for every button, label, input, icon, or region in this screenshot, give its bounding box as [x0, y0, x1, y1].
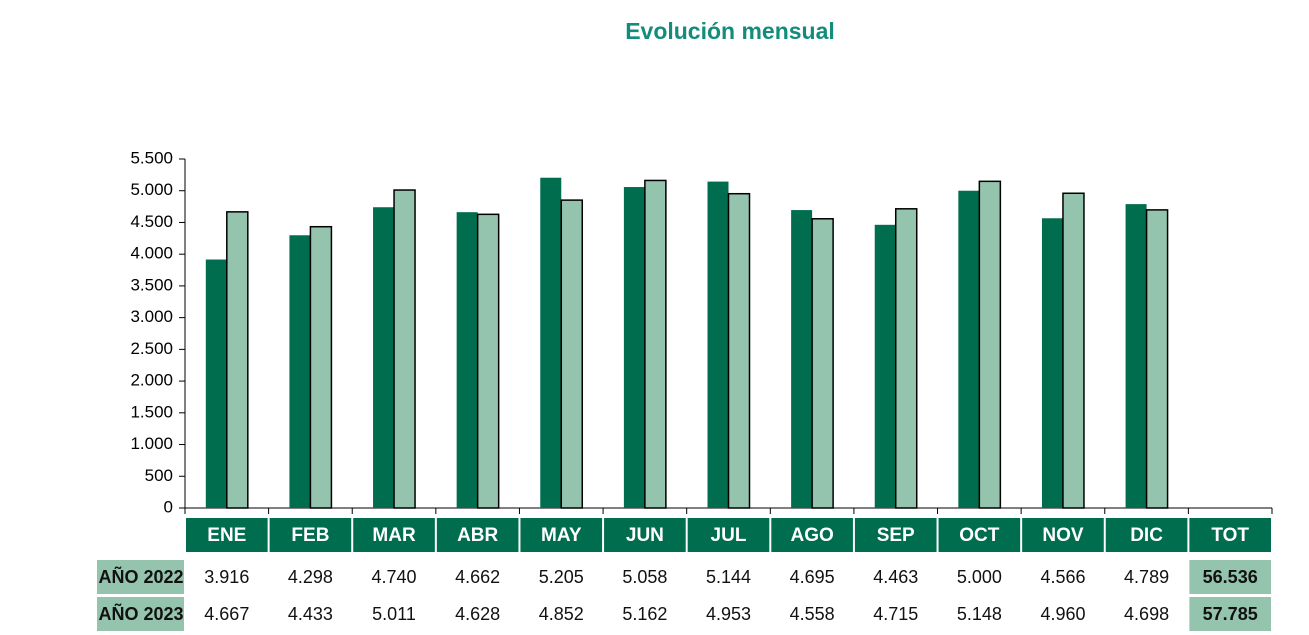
header-label: JUL	[711, 525, 747, 546]
table-value: 4.698	[1124, 604, 1169, 624]
total-value: 57.785	[1203, 604, 1258, 624]
row-label: AÑO 2022	[98, 566, 183, 587]
header-cell	[269, 518, 352, 552]
bar	[560, 199, 584, 509]
bar	[1041, 218, 1063, 508]
table-value: 4.667	[204, 604, 249, 624]
table-value: 5.058	[622, 567, 667, 587]
table-value: 3.916	[204, 567, 249, 587]
y-tick-label: 1.000	[130, 434, 173, 453]
table-value: 4.953	[706, 604, 751, 624]
header-cell	[938, 518, 1021, 552]
y-tick-label: 1.500	[130, 402, 173, 421]
header-label: SEP	[877, 525, 915, 546]
total-value: 56.536	[1203, 567, 1258, 587]
bar	[226, 211, 249, 509]
total-cell	[1189, 560, 1271, 594]
header-cell	[186, 518, 268, 552]
header-label: MAR	[372, 525, 416, 546]
y-tick-label: 500	[145, 466, 173, 485]
y-tick-label: 3.500	[130, 275, 173, 294]
bar	[373, 207, 395, 508]
bar	[894, 208, 918, 509]
y-tick-label: 4.000	[130, 244, 173, 263]
bar	[874, 224, 896, 508]
header-label: AGO	[790, 525, 833, 546]
table-value: 4.695	[790, 567, 835, 587]
header-cell	[687, 518, 770, 552]
header-cell	[1022, 518, 1104, 552]
bar	[540, 177, 562, 508]
header-label: OCT	[959, 525, 1000, 546]
y-tick-label: 2.500	[130, 339, 173, 358]
row-label-cell	[97, 560, 184, 594]
bar	[978, 180, 1002, 509]
table-value: 5.205	[539, 567, 584, 587]
header-label: MAY	[541, 525, 582, 546]
y-tick-label: 2.000	[130, 371, 173, 390]
table-value: 4.662	[455, 567, 500, 587]
total-cell	[1189, 597, 1271, 631]
y-tick-label: 4.500	[130, 212, 173, 231]
y-tick-label: 5.000	[130, 180, 173, 199]
header-cell	[604, 518, 686, 552]
header-label: ENE	[207, 525, 246, 546]
bar	[289, 235, 311, 508]
row-label: AÑO 2023	[98, 603, 183, 624]
bar	[393, 189, 416, 509]
header-label: DIC	[1130, 525, 1163, 546]
table-value: 4.789	[1124, 567, 1169, 587]
header-cell	[353, 518, 435, 552]
header-label: JUN	[626, 525, 664, 546]
table-value: 4.433	[288, 604, 333, 624]
header-cell	[854, 518, 937, 552]
table-value: 5.148	[957, 604, 1002, 624]
table-value: 4.298	[288, 567, 333, 587]
bar	[476, 213, 500, 509]
table-value: 4.558	[790, 604, 835, 624]
row-label-cell	[97, 597, 184, 631]
bar	[1125, 204, 1147, 508]
chart-title: Evolución mensual	[625, 18, 835, 44]
bar	[623, 187, 645, 508]
header-cell	[771, 518, 853, 552]
y-tick-label: 5.500	[130, 148, 173, 167]
bar	[727, 192, 751, 509]
bar	[791, 210, 813, 508]
table-value: 5.144	[706, 567, 751, 587]
table-value: 5.000	[957, 567, 1002, 587]
bar	[811, 218, 834, 509]
bar	[707, 181, 729, 508]
header-cell	[520, 518, 603, 552]
table-value: 4.740	[372, 567, 417, 587]
table-value: 4.566	[1040, 567, 1085, 587]
bar	[1145, 209, 1169, 509]
header-label: TOT	[1211, 525, 1249, 546]
table-value: 4.715	[873, 604, 918, 624]
header-cell	[1189, 518, 1271, 552]
header-label: NOV	[1042, 525, 1084, 546]
y-tick-label: 3.000	[130, 307, 173, 326]
table-value: 4.628	[455, 604, 500, 624]
bar	[644, 179, 667, 509]
bar	[958, 190, 980, 508]
header-cell	[1105, 518, 1188, 552]
table-value: 4.463	[873, 567, 918, 587]
header-cell	[436, 518, 519, 552]
bar	[309, 225, 333, 509]
bar	[1062, 192, 1085, 509]
table-value: 4.852	[539, 604, 584, 624]
table-value: 5.162	[622, 604, 667, 624]
table-value: 4.960	[1040, 604, 1085, 624]
header-label: ABR	[457, 525, 498, 546]
table-value: 5.011	[372, 604, 416, 624]
y-tick-label: 0	[164, 497, 173, 516]
header-label: FEB	[291, 525, 329, 546]
bar	[456, 212, 478, 508]
bar	[205, 259, 227, 508]
